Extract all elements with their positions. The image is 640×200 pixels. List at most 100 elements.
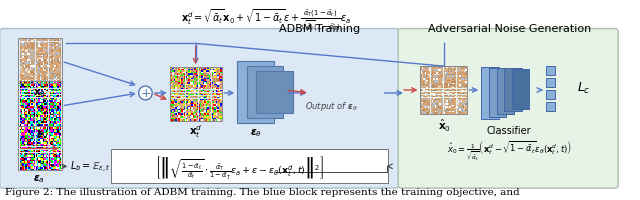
FancyBboxPatch shape [22, 126, 24, 128]
FancyBboxPatch shape [24, 135, 25, 136]
FancyBboxPatch shape [445, 80, 446, 82]
FancyBboxPatch shape [438, 94, 439, 95]
FancyBboxPatch shape [31, 153, 33, 154]
FancyBboxPatch shape [212, 83, 213, 84]
FancyBboxPatch shape [422, 89, 423, 91]
FancyBboxPatch shape [43, 144, 44, 145]
FancyBboxPatch shape [37, 104, 38, 105]
FancyBboxPatch shape [28, 126, 29, 128]
FancyBboxPatch shape [456, 97, 458, 98]
FancyBboxPatch shape [441, 67, 442, 68]
FancyBboxPatch shape [59, 165, 60, 166]
FancyBboxPatch shape [193, 83, 194, 84]
FancyBboxPatch shape [220, 108, 221, 109]
FancyBboxPatch shape [447, 100, 448, 101]
FancyBboxPatch shape [42, 147, 43, 148]
FancyBboxPatch shape [33, 144, 34, 145]
FancyBboxPatch shape [425, 111, 426, 113]
FancyBboxPatch shape [20, 62, 21, 63]
FancyBboxPatch shape [196, 69, 197, 71]
FancyBboxPatch shape [182, 78, 184, 80]
FancyBboxPatch shape [175, 68, 177, 69]
FancyBboxPatch shape [57, 72, 58, 73]
FancyBboxPatch shape [198, 114, 200, 115]
FancyBboxPatch shape [193, 92, 194, 93]
FancyBboxPatch shape [171, 117, 172, 118]
FancyBboxPatch shape [213, 111, 214, 112]
FancyBboxPatch shape [35, 150, 37, 151]
FancyBboxPatch shape [206, 86, 207, 87]
FancyBboxPatch shape [193, 86, 194, 87]
FancyBboxPatch shape [196, 95, 197, 96]
FancyBboxPatch shape [31, 73, 33, 75]
FancyBboxPatch shape [31, 141, 33, 142]
FancyBboxPatch shape [26, 134, 27, 135]
FancyBboxPatch shape [460, 98, 461, 99]
FancyBboxPatch shape [438, 68, 439, 70]
FancyBboxPatch shape [426, 88, 428, 89]
FancyBboxPatch shape [54, 126, 56, 128]
FancyBboxPatch shape [53, 157, 54, 159]
FancyBboxPatch shape [504, 69, 522, 111]
FancyBboxPatch shape [38, 141, 40, 142]
FancyBboxPatch shape [60, 132, 61, 133]
FancyBboxPatch shape [433, 71, 435, 73]
FancyBboxPatch shape [45, 105, 47, 107]
FancyBboxPatch shape [177, 98, 178, 99]
FancyBboxPatch shape [53, 134, 54, 135]
FancyBboxPatch shape [196, 75, 197, 77]
FancyBboxPatch shape [436, 82, 438, 83]
FancyBboxPatch shape [464, 88, 465, 89]
FancyBboxPatch shape [43, 116, 44, 117]
FancyBboxPatch shape [26, 126, 27, 128]
FancyBboxPatch shape [438, 111, 439, 113]
FancyBboxPatch shape [44, 148, 45, 150]
Text: $L_c$: $L_c$ [577, 80, 590, 95]
FancyBboxPatch shape [21, 116, 22, 117]
FancyBboxPatch shape [50, 67, 51, 69]
FancyBboxPatch shape [53, 63, 54, 64]
FancyBboxPatch shape [49, 154, 50, 156]
FancyBboxPatch shape [435, 113, 436, 114]
FancyBboxPatch shape [49, 88, 50, 89]
FancyBboxPatch shape [22, 82, 24, 83]
FancyBboxPatch shape [184, 68, 186, 69]
FancyBboxPatch shape [35, 91, 37, 92]
FancyBboxPatch shape [182, 75, 184, 77]
FancyBboxPatch shape [21, 59, 22, 60]
FancyBboxPatch shape [171, 84, 172, 86]
FancyBboxPatch shape [28, 45, 29, 47]
FancyBboxPatch shape [197, 112, 198, 114]
FancyBboxPatch shape [448, 95, 449, 96]
FancyBboxPatch shape [28, 79, 29, 81]
FancyBboxPatch shape [31, 88, 33, 89]
FancyBboxPatch shape [175, 98, 177, 99]
FancyBboxPatch shape [54, 72, 56, 73]
FancyBboxPatch shape [44, 62, 45, 63]
FancyBboxPatch shape [435, 88, 436, 89]
FancyBboxPatch shape [204, 90, 205, 92]
FancyBboxPatch shape [31, 89, 33, 91]
FancyBboxPatch shape [50, 160, 51, 162]
FancyBboxPatch shape [49, 132, 50, 133]
FancyBboxPatch shape [202, 86, 203, 87]
FancyBboxPatch shape [438, 91, 439, 92]
FancyBboxPatch shape [170, 120, 171, 121]
FancyBboxPatch shape [433, 67, 435, 68]
FancyBboxPatch shape [35, 89, 37, 91]
FancyBboxPatch shape [200, 98, 202, 99]
FancyBboxPatch shape [28, 169, 29, 170]
FancyBboxPatch shape [194, 83, 196, 84]
FancyBboxPatch shape [198, 99, 200, 100]
FancyBboxPatch shape [44, 51, 45, 53]
FancyBboxPatch shape [49, 62, 50, 63]
FancyBboxPatch shape [31, 135, 33, 136]
FancyBboxPatch shape [20, 56, 21, 57]
FancyBboxPatch shape [43, 159, 44, 160]
FancyBboxPatch shape [54, 135, 56, 136]
FancyBboxPatch shape [420, 82, 422, 83]
FancyBboxPatch shape [49, 41, 50, 42]
FancyBboxPatch shape [33, 128, 34, 129]
FancyBboxPatch shape [34, 128, 35, 129]
FancyBboxPatch shape [43, 136, 44, 138]
